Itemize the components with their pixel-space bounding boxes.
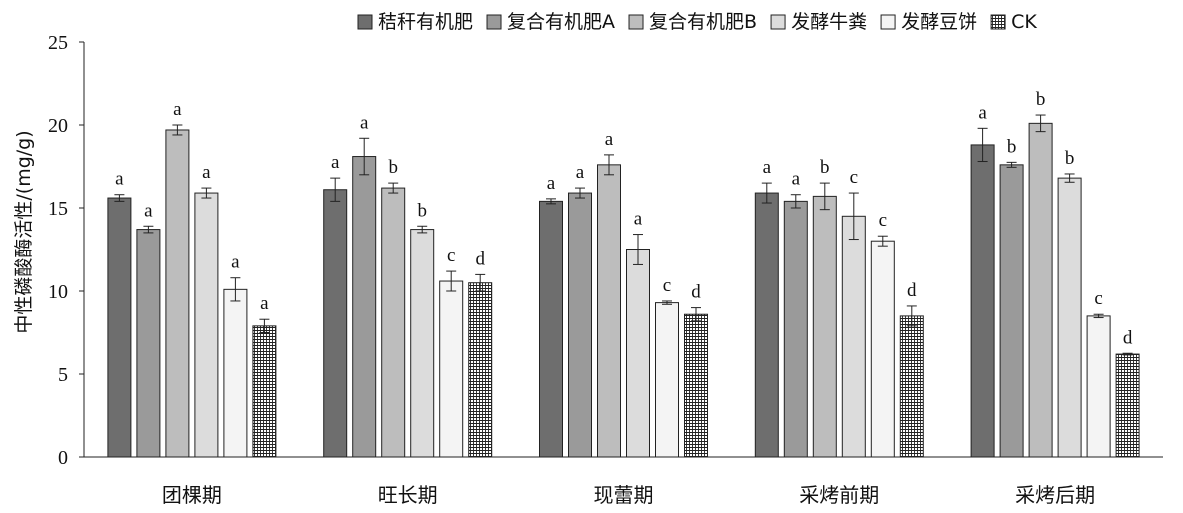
bar (684, 313, 708, 458)
bar (252, 325, 277, 458)
x-tick-label: 旺长期 (378, 483, 438, 507)
significance-label: a (115, 169, 124, 190)
significance-label: b (1007, 136, 1017, 157)
significance-label: a (576, 162, 585, 183)
bar (410, 229, 435, 458)
significance-label: d (907, 280, 917, 301)
bar (783, 200, 808, 458)
bar (626, 249, 650, 458)
bar (165, 129, 190, 458)
bar (439, 280, 464, 458)
legend-swatch (357, 14, 373, 30)
bar (568, 192, 592, 458)
axes: 0 5 10 15 20 25 团棵期 旺长期 现蕾期 采烤前期 采烤后期 (48, 32, 1163, 507)
y-tick-label: 10 (48, 281, 68, 303)
significance-label: a (331, 152, 340, 173)
significance-label: b (820, 157, 830, 178)
significance-label: d (1123, 327, 1133, 348)
bar (1086, 315, 1111, 458)
significance-label: c (879, 210, 887, 231)
legend-label: 复合有机肥B (649, 11, 757, 33)
bar (194, 192, 219, 458)
bar (136, 229, 161, 458)
y-tick-label: 20 (48, 115, 68, 137)
y-tick-label: 5 (58, 364, 68, 386)
significance-label: d (691, 282, 701, 303)
y-axis-label: 中性磷酸酶活性/(mg/g) (13, 130, 35, 333)
bar (870, 240, 895, 458)
legend-label: 发酵牛粪 (791, 11, 867, 33)
significance-label: a (634, 209, 643, 230)
bar (1115, 353, 1140, 458)
legend-label: CK (1011, 11, 1037, 33)
significance-label: a (173, 99, 182, 120)
legend: 秸秆有机肥 复合有机肥A 复合有机肥B 发酵牛粪 发酵豆饼 CK (357, 11, 1037, 33)
bar (107, 197, 132, 458)
x-tick-label: 现蕾期 (594, 483, 654, 507)
significance-label: c (663, 275, 671, 296)
significance-label: a (792, 169, 801, 190)
significance-label: a (202, 162, 211, 183)
y-tick-label: 0 (58, 447, 68, 469)
x-tick-label: 团棵期 (162, 483, 222, 507)
bar (999, 164, 1024, 458)
bar (223, 288, 248, 458)
significance-label: c (447, 245, 455, 266)
significance-label: a (144, 200, 153, 221)
bar (970, 144, 995, 458)
legend-swatch (880, 14, 896, 30)
significance-label: a (763, 157, 772, 178)
legend-swatch (486, 14, 502, 30)
legend-label: 复合有机肥A (507, 11, 615, 33)
significance-label: a (231, 252, 240, 273)
significance-label: a (547, 173, 556, 194)
legend-label: 秸秆有机肥 (378, 11, 473, 33)
bar (1028, 122, 1053, 458)
bar (323, 189, 348, 458)
bar (352, 156, 377, 458)
bar (655, 302, 679, 458)
y-tick-label: 25 (48, 32, 68, 54)
bar (841, 215, 866, 458)
significance-label: b (1036, 89, 1046, 110)
legend-swatch (770, 14, 786, 30)
legend-label: 发酵豆饼 (901, 11, 977, 33)
legend-swatch (990, 14, 1006, 30)
x-tick-label: 采烤后期 (1015, 483, 1095, 507)
bar (1057, 177, 1082, 458)
significance-label: a (978, 102, 987, 123)
x-tick-label: 采烤前期 (799, 483, 879, 507)
significance-label: a (605, 129, 614, 150)
bar (468, 282, 493, 458)
bar (381, 187, 406, 458)
bar (812, 195, 837, 458)
significance-label: c (1094, 288, 1102, 309)
significance-label: d (475, 248, 485, 269)
y-tick-label: 15 (48, 198, 68, 220)
significance-label: b (417, 200, 427, 221)
bar (597, 164, 621, 458)
significance-label: a (260, 293, 269, 314)
bar (899, 315, 924, 458)
significance-label: b (1065, 148, 1075, 169)
significance-label: a (360, 112, 369, 133)
bar (754, 192, 779, 458)
significance-label: b (388, 157, 398, 178)
legend-swatch (628, 14, 644, 30)
significance-label: c (850, 167, 858, 188)
bar (539, 200, 563, 458)
